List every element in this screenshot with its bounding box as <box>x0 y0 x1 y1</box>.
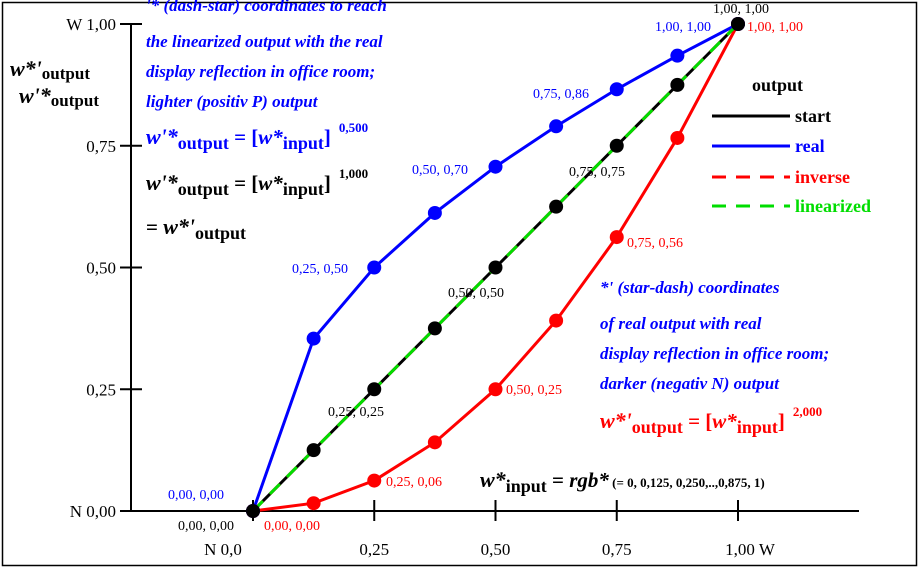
legend-title: output <box>752 75 803 95</box>
point-label: 0,00, 0,00 <box>168 488 224 503</box>
data-point <box>670 77 685 92</box>
red-annotation: *' (star-dash) coordinates of real outpu… <box>600 278 829 393</box>
point-label: 0,25, 0,06 <box>386 475 442 490</box>
data-point <box>549 199 564 214</box>
x-tick-label: 0,50 <box>481 540 511 559</box>
point-label: 1,00, 1,00 <box>713 2 769 17</box>
red-text-line-4: darker (negativ N) output <box>600 374 780 393</box>
y-label-2-sub: output <box>51 91 100 110</box>
y-tick-label: N 0,00 <box>70 502 116 521</box>
data-point <box>731 17 745 31</box>
point-label: 1,00, 1,00 <box>655 20 711 35</box>
point-labels-group: 0,00, 0,00 0,25, 0,25 0,50, 0,50 0,75, 0,75… <box>168 2 803 534</box>
legend-label-linearized: linearized <box>795 196 871 216</box>
blue-text-line-1: '* (dash-star) coordinates to reach <box>146 0 387 15</box>
data-point <box>367 382 382 397</box>
y-label-2-main: w'* <box>19 83 52 108</box>
legend-label-start: start <box>795 106 831 126</box>
point-label: 0,50, 0,70 <box>412 163 468 178</box>
red-formula: w*'output = [w*input] 2,000 <box>600 404 822 437</box>
data-point <box>670 48 685 63</box>
blue-formula: w'*output = [w*input] 0,500 <box>146 120 368 153</box>
point-label: 0,25, 0,25 <box>328 405 384 420</box>
y-tick-label: 0,75 <box>86 137 116 156</box>
data-point <box>427 321 442 336</box>
y-axis-label-2: w'*output <box>19 83 99 110</box>
legend: output start real inverse linearized <box>712 75 871 216</box>
x-tick-label: N 0,0 <box>204 540 242 559</box>
y-label-1-main: w*' <box>10 56 42 81</box>
data-point <box>609 138 624 153</box>
y-tick-label: W 1,00 <box>66 15 116 34</box>
data-point <box>427 205 442 220</box>
x-tick-label: 0,25 <box>359 540 389 559</box>
data-point <box>488 382 503 397</box>
data-point <box>306 496 321 511</box>
data-point <box>306 331 321 346</box>
point-label: 0,75, 0,75 <box>569 165 625 180</box>
axis-ticks: N 0,0 N 0,00 0,25 0,25 0,50 0,50 0,75 0,75 1,00 … <box>66 15 776 559</box>
point-label: 1,00, 1,00 <box>747 20 803 35</box>
blue-text-line-3: display reflection in office room; <box>146 62 375 81</box>
data-point <box>488 260 503 275</box>
data-point <box>306 443 321 458</box>
blue-annotation: '* (dash-star) coordinates to reach the … <box>146 0 387 111</box>
y-tick-label: 0,25 <box>86 380 116 399</box>
data-point <box>609 230 624 245</box>
input-formula: w*input = rgb* (= 0, 0,125, 0,250,..,0,8… <box>480 467 765 496</box>
x-tick-label: 0,75 <box>602 540 632 559</box>
data-point <box>367 473 382 488</box>
y-tick-label: 0,50 <box>86 259 116 278</box>
data-point <box>549 119 564 134</box>
data-point <box>367 260 382 275</box>
point-label: 0,25, 0,50 <box>292 262 348 277</box>
black-formula-2: = w*'output <box>146 214 246 243</box>
y-axis-label-1: w*'output <box>10 56 90 83</box>
y-label-1-sub: output <box>42 64 91 83</box>
red-text-line-3: display reflection in office room; <box>600 344 829 363</box>
data-point <box>549 313 564 328</box>
red-text-line-2: of real output with real <box>600 314 762 333</box>
points-group <box>246 17 745 518</box>
legend-label-real: real <box>795 136 825 156</box>
data-point <box>488 159 503 174</box>
blue-text-line-2: the linearized output with the real <box>146 32 383 51</box>
point-label: 0,50, 0,25 <box>506 383 562 398</box>
point-label: 0,00, 0,00 <box>178 519 234 534</box>
point-label: 0,75, 0,86 <box>533 87 589 102</box>
data-point <box>427 435 442 450</box>
point-label: 0,50, 0,50 <box>448 286 504 301</box>
data-point <box>609 82 624 97</box>
legend-label-inverse: inverse <box>795 167 850 187</box>
data-point <box>246 504 260 518</box>
point-label: 0,75, 0,56 <box>627 236 683 251</box>
point-label: 0,00, 0,00 <box>264 519 320 534</box>
black-formula: w'*output = [w*input] 1,000 <box>146 166 368 199</box>
red-text-line-1: *' (star-dash) coordinates <box>600 278 780 297</box>
data-point <box>670 130 685 145</box>
x-tick-label: 1,00 W <box>725 540 776 559</box>
blue-text-line-4: lighter (positiv P) output <box>146 92 319 111</box>
